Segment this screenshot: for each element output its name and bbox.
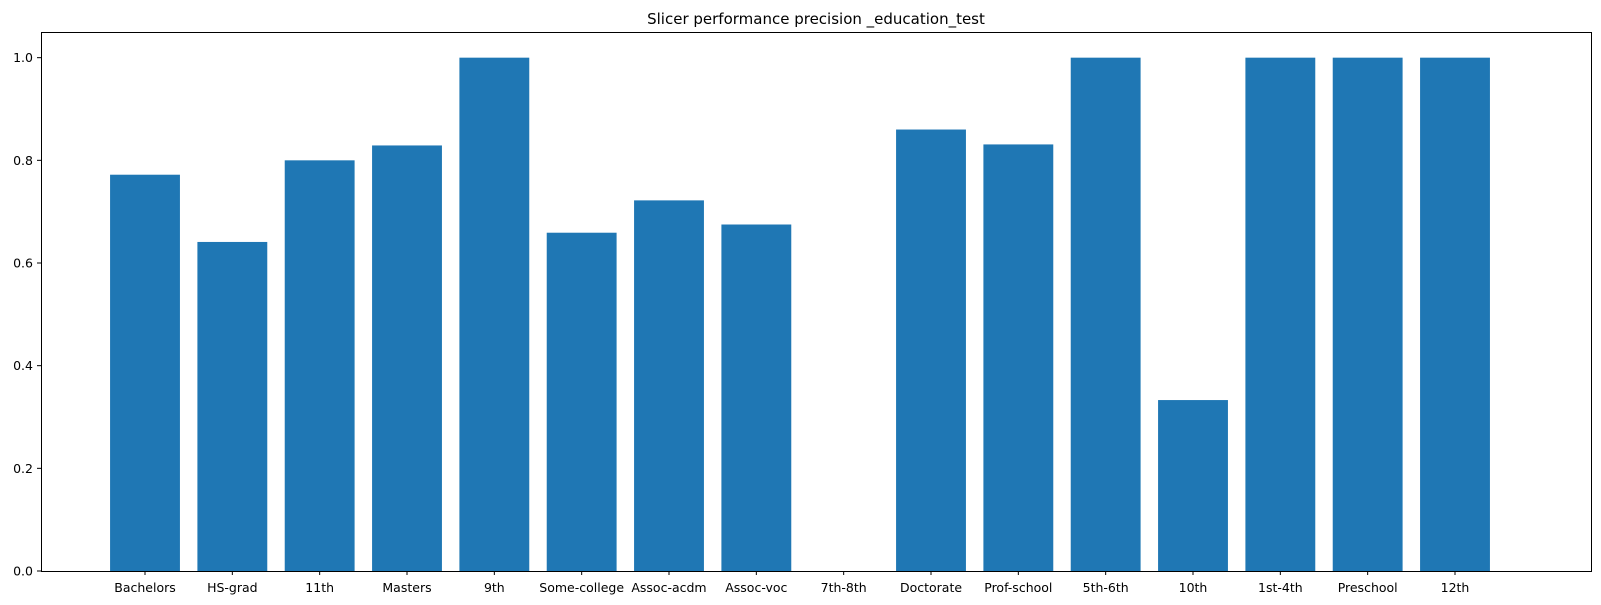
- x-tick-label: HS-grad: [207, 580, 258, 595]
- x-tick-label: 1st-4th: [1258, 580, 1303, 595]
- y-tick-label: 0.4: [13, 358, 33, 373]
- y-tick-label: 0.6: [13, 256, 33, 271]
- x-tick-label: 7th-8th: [821, 580, 867, 595]
- bar-12th: [1420, 57, 1490, 572]
- bar-hs-grad: [197, 241, 268, 571]
- x-tick-label: Assoc-voc: [725, 580, 787, 595]
- x-tick-label: 9th: [484, 580, 505, 595]
- bar-assoc-voc: [721, 224, 792, 571]
- bar-preschool: [1332, 57, 1403, 572]
- y-tick-label: 0.2: [13, 461, 33, 476]
- x-tick-label: Some-college: [539, 580, 624, 595]
- x-tick-label: 11th: [305, 580, 334, 595]
- bar-10th: [1158, 400, 1228, 571]
- x-tick-label: 5th-6th: [1083, 580, 1129, 595]
- bar-5th-6th: [1070, 57, 1141, 572]
- bar-assoc-acdm: [634, 200, 704, 571]
- bar-11th: [284, 160, 355, 571]
- bar-doctorate: [896, 129, 966, 571]
- bars-group: [110, 57, 1490, 572]
- x-tick-label: Masters: [382, 580, 431, 595]
- x-tick-label: Preschool: [1338, 580, 1398, 595]
- bar-1st-4th: [1245, 57, 1316, 572]
- bar-bachelors: [110, 174, 180, 571]
- x-tick-label: 12th: [1441, 580, 1470, 595]
- bar-9th: [459, 57, 530, 572]
- x-tick-label: Assoc-acdm: [631, 580, 706, 595]
- bar-some-college: [546, 232, 617, 571]
- y-axis: 0.0 0.2 0.4 0.6 0.8 1.0: [13, 50, 41, 579]
- y-tick-label: 0.8: [13, 153, 33, 168]
- y-tick-label: 1.0: [13, 50, 33, 65]
- y-tick-label: 0.0: [13, 564, 33, 579]
- x-tick-label: Prof-school: [984, 580, 1052, 595]
- bar-masters: [372, 145, 442, 571]
- x-tick-label: 10th: [1179, 580, 1208, 595]
- x-tick-label: Bachelors: [114, 580, 176, 595]
- chart-title: Slicer performance precision _education_…: [647, 10, 985, 29]
- plot-frame: [41, 32, 1592, 572]
- x-tick-label: Doctorate: [900, 580, 962, 595]
- bar-prof-school: [983, 144, 1054, 572]
- x-axis: Bachelors HS-grad 11th Masters 9th Some-colle…: [114, 571, 1469, 595]
